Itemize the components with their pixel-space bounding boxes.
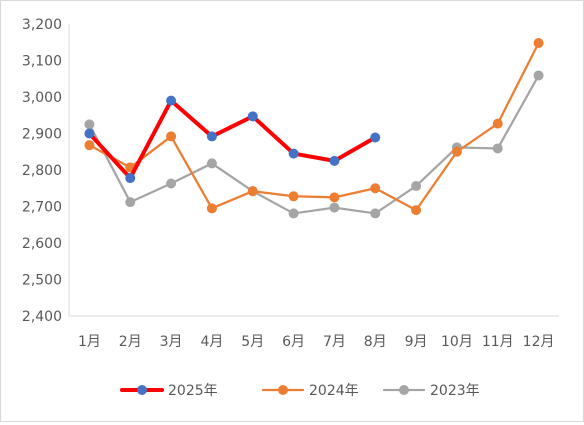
data-point xyxy=(451,146,462,157)
x-tick-label: 9月 xyxy=(405,334,428,350)
y-tick-label: 3,000 xyxy=(22,90,62,106)
data-point xyxy=(329,202,340,213)
y-tick-label: 2,500 xyxy=(22,273,62,289)
data-point xyxy=(288,191,299,202)
data-point xyxy=(166,95,177,106)
series-line xyxy=(88,74,540,215)
legend-item-2025: 2025年 xyxy=(120,383,218,399)
data-point xyxy=(84,119,95,130)
x-tick-label: 2月 xyxy=(119,334,142,350)
legend-item-2024: 2024年 xyxy=(261,383,359,399)
data-point xyxy=(166,178,177,189)
data-point xyxy=(329,155,340,166)
data-point xyxy=(206,131,217,142)
y-tick-label: 2,700 xyxy=(22,200,62,216)
y-tick-label: 2,400 xyxy=(22,309,62,325)
data-point xyxy=(206,203,217,214)
y-tick-label: 2,800 xyxy=(22,163,62,179)
data-point xyxy=(370,183,381,194)
x-tick-label: 12月 xyxy=(523,334,555,350)
data-point xyxy=(247,186,258,197)
x-tick-label: 6月 xyxy=(282,334,305,350)
y-tick-label: 2,900 xyxy=(22,127,62,143)
data-point xyxy=(166,131,177,142)
data-point xyxy=(125,173,136,184)
data-point xyxy=(206,158,217,169)
series-line xyxy=(87,98,378,181)
legend: 2025年 2024年 2023年 xyxy=(120,383,480,399)
x-tick-label: 11月 xyxy=(482,334,514,350)
data-point xyxy=(247,111,258,122)
y-tick-label: 2,600 xyxy=(22,236,62,252)
x-tick-label: 3月 xyxy=(160,334,183,350)
data-point xyxy=(125,197,136,208)
data-point xyxy=(411,205,422,216)
x-tick-label: 7月 xyxy=(323,334,346,350)
x-tick-label: 8月 xyxy=(364,334,387,350)
legend-marker xyxy=(278,385,288,395)
data-point xyxy=(370,208,381,219)
legend-marker xyxy=(399,385,409,395)
data-point xyxy=(288,208,299,219)
series-layer xyxy=(84,37,544,219)
data-point xyxy=(533,37,544,48)
data-point xyxy=(492,118,503,129)
series-2025 xyxy=(84,95,381,184)
legend-label: 2024年 xyxy=(309,383,359,399)
x-tick-labels: 1月 2月 3月 4月 5月 6月 7月 8月 9月 10月 11月 12月 xyxy=(78,334,555,350)
x-tick-label: 4月 xyxy=(200,334,223,350)
y-tick-labels: 2,400 2,500 2,600 2,700 2,800 2,900 3,000 3,100… xyxy=(22,17,62,325)
y-tick-label: 3,200 xyxy=(22,17,62,33)
data-point xyxy=(533,70,544,81)
data-point xyxy=(370,132,381,143)
data-point xyxy=(288,148,299,159)
x-tick-label: 1月 xyxy=(78,334,101,350)
legend-item-2023: 2023年 xyxy=(382,383,480,399)
x-tick-label: 10月 xyxy=(441,334,473,350)
y-tick-label: 3,100 xyxy=(22,54,62,70)
data-point xyxy=(84,140,95,151)
x-tick-label: 5月 xyxy=(241,334,264,350)
data-point xyxy=(329,192,340,203)
legend-label: 2025年 xyxy=(168,383,218,399)
series-line xyxy=(88,41,540,212)
data-point xyxy=(84,128,95,139)
data-point xyxy=(411,181,422,192)
data-point xyxy=(492,143,503,154)
legend-marker xyxy=(137,385,147,395)
axes xyxy=(68,24,559,317)
legend-label: 2023年 xyxy=(430,383,480,399)
series-2024 xyxy=(84,37,544,216)
